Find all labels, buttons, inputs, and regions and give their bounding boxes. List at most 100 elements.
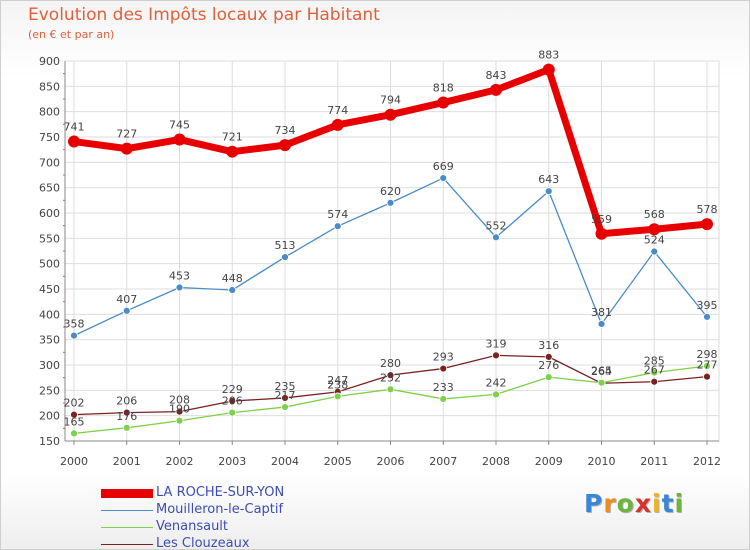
data-label-les-clouzeaux: 277 (697, 359, 718, 372)
data-point-la-roche-sur-yon (331, 118, 344, 131)
data-point-les-clouzeaux (122, 408, 131, 417)
x-tick-label: 2008 (482, 455, 510, 468)
data-point-mouilleron-le-captif (544, 187, 553, 196)
line-chart: 150 200 250 300 350 400 450 500 550 600 650 700 750 8… (39, 49, 721, 468)
logo-letter: r (603, 489, 617, 518)
x-tick-label: 2012 (693, 455, 721, 468)
data-point-venansault (333, 392, 342, 401)
data-point-les-clouzeaux (703, 372, 711, 381)
data-point-venansault (650, 368, 659, 377)
legend-label: Mouilleron-le-Captif (156, 502, 284, 517)
data-label-mouilleron-le-captif: 552 (486, 219, 507, 232)
data-point-mouilleron-le-captif (492, 233, 500, 242)
data-label-les-clouzeaux: 280 (380, 357, 401, 370)
data-label-venansault: 176 (116, 410, 137, 423)
data-label-la-roche-sur-yon: 721 (222, 131, 243, 144)
data-point-la-roche-sur-yon (490, 83, 502, 96)
data-point-mouilleron-le-captif (333, 222, 342, 231)
y-tick-label: 750 (39, 131, 60, 144)
data-point-les-clouzeaux (281, 394, 289, 402)
data-label-venansault: 276 (538, 359, 559, 372)
data-point-mouilleron-le-captif (650, 247, 659, 256)
data-label-mouilleron-le-captif: 448 (222, 272, 243, 285)
data-label-mouilleron-le-captif: 407 (116, 293, 137, 306)
data-point-les-clouzeaux (650, 377, 659, 386)
data-point-venansault (597, 378, 606, 387)
data-point-venansault (281, 403, 289, 411)
data-point-la-roche-sur-yon (595, 227, 608, 240)
data-label-mouilleron-le-captif: 574 (327, 208, 348, 221)
data-point-les-clouzeaux (544, 352, 553, 361)
data-labels: 202 206 208 229 235 247 280 293 319 316 264 267 277 1… (64, 49, 718, 429)
data-label-la-roche-sur-yon: 883 (538, 49, 559, 62)
data-label-les-clouzeaux: 293 (433, 351, 454, 364)
data-point-la-roche-sur-yon (120, 142, 133, 155)
data-label-venansault: 285 (644, 355, 665, 368)
axes: 150 200 250 300 350 400 450 500 550 600 650 700 750 8… (39, 55, 721, 468)
data-label-la-roche-sur-yon: 578 (697, 203, 718, 216)
data-point-la-roche-sur-yon (542, 63, 555, 76)
data-point-mouilleron-le-captif (228, 286, 237, 294)
data-label-venansault: 217 (275, 389, 296, 402)
data-label-venansault: 298 (697, 348, 718, 361)
data-label-les-clouzeaux: 206 (116, 395, 137, 408)
series-lines (68, 63, 713, 438)
legend-label: Les Clouzeaux (156, 536, 250, 550)
data-point-mouilleron-le-captif (122, 306, 131, 315)
y-tick-label: 150 (39, 435, 60, 448)
legend-swatch-venansault (101, 527, 153, 528)
data-label-les-clouzeaux: 264 (591, 365, 612, 378)
y-tick-label: 600 (39, 207, 60, 220)
data-label-la-roche-sur-yon: 727 (116, 128, 137, 141)
y-tick-label: 650 (39, 182, 60, 195)
logo-letter: t (661, 489, 675, 518)
data-label-la-roche-sur-yon: 734 (275, 124, 296, 137)
data-point-venansault (703, 362, 711, 370)
data-point-la-roche-sur-yon (68, 135, 80, 148)
data-point-les-clouzeaux (439, 364, 448, 373)
data-label-la-roche-sur-yon: 568 (644, 208, 665, 221)
data-label-mouilleron-le-captif: 395 (697, 299, 718, 312)
data-point-la-roche-sur-yon (437, 96, 450, 109)
data-point-les-clouzeaux (492, 351, 500, 360)
x-tick-label: 2002 (166, 455, 194, 468)
x-tick-label: 2010 (588, 455, 616, 468)
y-tick-label: 900 (39, 55, 60, 68)
data-point-les-clouzeaux (175, 407, 184, 416)
data-label-venansault: 265 (591, 365, 612, 378)
logo-letter: i (674, 489, 685, 518)
data-point-les-clouzeaux (386, 371, 395, 380)
y-tick-label: 400 (39, 308, 60, 321)
data-point-venansault (386, 385, 395, 394)
data-label-venansault: 238 (327, 378, 348, 391)
data-point-la-roche-sur-yon (173, 133, 186, 146)
x-tick-label: 2005 (324, 455, 352, 468)
data-point-venansault (122, 423, 131, 432)
data-label-les-clouzeaux: 316 (538, 339, 559, 352)
data-point-venansault (175, 416, 184, 425)
data-label-venansault: 233 (433, 381, 454, 394)
data-point-mouilleron-le-captif (175, 283, 184, 292)
legend-swatch-les-clouzeaux (101, 544, 153, 545)
legend-label: Venansault (156, 519, 229, 534)
data-label-les-clouzeaux: 267 (644, 364, 665, 377)
x-tick-label: 2004 (271, 455, 299, 468)
data-label-les-clouzeaux: 247 (327, 374, 348, 387)
data-label-mouilleron-le-captif: 620 (380, 185, 401, 198)
data-label-mouilleron-le-captif: 643 (538, 173, 559, 186)
y-tick-label: 700 (39, 156, 60, 169)
data-point-mouilleron-le-captif (703, 312, 711, 321)
y-tick-label: 500 (39, 258, 60, 271)
x-tick-label: 2006 (377, 455, 405, 468)
data-label-les-clouzeaux: 202 (64, 397, 85, 410)
data-label-mouilleron-le-captif: 453 (169, 269, 190, 282)
data-label-venansault: 165 (64, 415, 85, 428)
data-label-les-clouzeaux: 208 (169, 394, 190, 407)
data-point-les-clouzeaux (70, 410, 78, 419)
data-point-venansault (439, 395, 448, 403)
data-point-la-roche-sur-yon (226, 145, 239, 158)
y-tick-label: 800 (39, 106, 60, 119)
data-label-les-clouzeaux: 229 (222, 383, 243, 396)
data-label-la-roche-sur-yon: 745 (169, 119, 190, 132)
data-label-la-roche-sur-yon: 843 (486, 69, 507, 82)
